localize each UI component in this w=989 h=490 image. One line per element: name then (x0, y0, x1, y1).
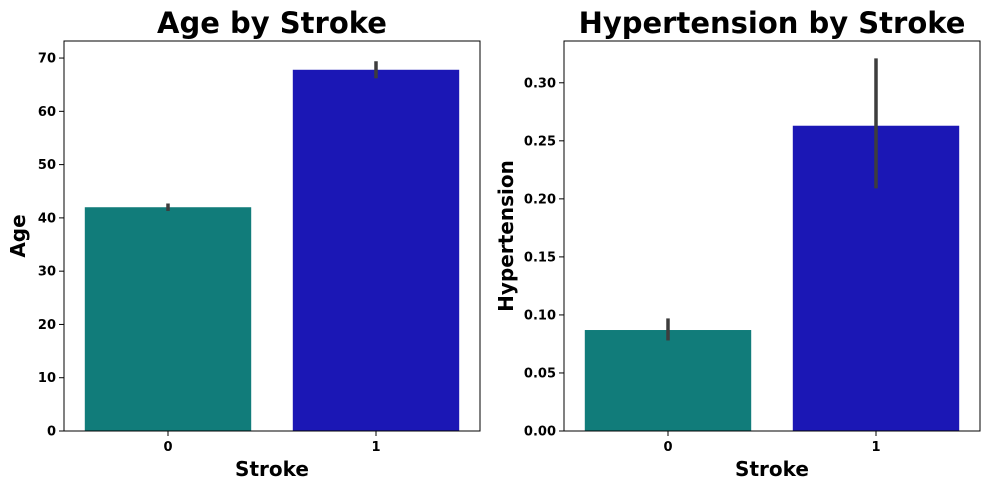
x-axis-label: Stroke (235, 457, 309, 481)
y-tick-label: 70 (38, 52, 56, 67)
x-tick-label: 1 (371, 440, 380, 455)
y-tick-label: 0.10 (524, 308, 556, 323)
hypertension-by-stroke-chart: Hypertension by Stroke Stroke Hypertensi… (494, 6, 981, 481)
x-tick-label: 0 (163, 440, 172, 455)
bar-0 (84, 207, 252, 431)
y-tick-label: 40 (38, 211, 56, 226)
y-tick-label: 0.30 (524, 76, 556, 91)
y-axis-label: Age (6, 214, 30, 257)
chart-title: Age by Stroke (157, 6, 387, 40)
y-tick-label: 0.25 (524, 134, 556, 149)
y-tick-label: 0 (47, 425, 56, 440)
plot-frame (63, 40, 481, 432)
x-tick-label: 1 (871, 440, 880, 455)
y-tick-label: 50 (38, 158, 56, 173)
plot-frame (563, 40, 981, 432)
y-tick-label: 0.05 (524, 366, 556, 381)
chart-title: Hypertension by Stroke (579, 6, 966, 40)
bar-0 (584, 330, 752, 431)
bar-1 (292, 69, 460, 431)
y-tick-label: 0.00 (524, 425, 556, 440)
y-tick-label: 10 (38, 371, 56, 386)
x-axis-label: Stroke (735, 457, 809, 481)
y-tick-label: 0.15 (524, 250, 556, 265)
y-tick-label: 30 (38, 265, 56, 280)
y-tick-label: 20 (38, 318, 56, 333)
y-axis-label: Hypertension (494, 160, 518, 312)
y-tick-label: 60 (38, 105, 56, 120)
x-tick-label: 0 (663, 440, 672, 455)
age-by-stroke-chart: Age by Stroke Stroke Age 010203040506070… (6, 6, 481, 481)
y-tick-label: 0.20 (524, 192, 556, 207)
